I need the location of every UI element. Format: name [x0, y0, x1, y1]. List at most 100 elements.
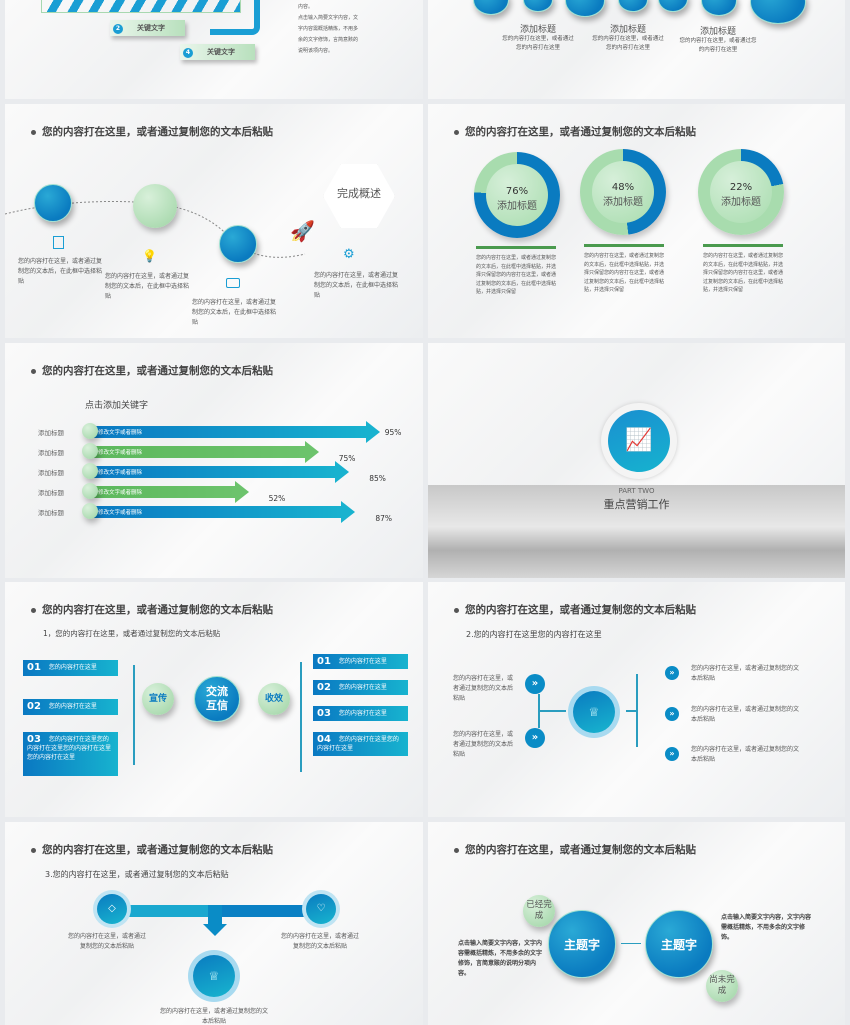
- left-text: 您的内容打在这里，或者通过复制您的文本后粘贴: [453, 731, 514, 758]
- slide-title: 您的内容打在这里，或者通过复制您的文本后粘贴: [31, 602, 273, 617]
- slide-title: 您的内容打在这里，或者通过复制您的文本后粘贴: [31, 363, 273, 378]
- arrow-down-icon: [203, 924, 227, 936]
- trophy-icon: ♕: [193, 955, 235, 997]
- slide-arrow-bars[interactable]: 您的内容打在这里，或者通过复制您的文本后粘贴 点击添加关键字 添加标题修改文字或…: [5, 343, 423, 578]
- slide-title: 您的内容打在这里，或者通过复制您的文本后粘贴: [31, 842, 273, 857]
- bar-start-dot: [82, 483, 98, 499]
- donut-chart: [580, 149, 666, 235]
- subtitle: 2.您的内容打在这里您的内容打在这里: [466, 630, 602, 639]
- node-left: 宣传: [142, 683, 174, 715]
- slide-keywords[interactable]: 2 关键文字 4 关键文字 内容。 点击输入简要文字内容，文字内容需概括精炼，不用多余…: [5, 0, 423, 99]
- percent: 48%: [611, 182, 635, 193]
- merge-arrow-left: [125, 905, 215, 917]
- bar-text: 修改文字或者删除: [98, 470, 143, 476]
- bar-start-dot: [82, 443, 98, 459]
- bar-start-dot: [82, 463, 98, 479]
- left-text: 点击输入简要文字内容，文字内容需概括精炼，不用多余的文字修饰，言简意赅的说明分项…: [458, 940, 543, 977]
- slide-title: 您的内容打在这里，或者通过复制您的文本后粘贴: [454, 602, 696, 617]
- item-title: 添加标题: [699, 27, 736, 37]
- trophy-icon: ♕: [573, 691, 615, 733]
- gear-icon: ⚙: [343, 247, 355, 262]
- topic-circle-2: 主题字: [645, 910, 713, 978]
- step-text: 您的内容打在这里，或者通过复制您的文本后，在此框中选择粘贴: [314, 272, 399, 299]
- item: 添加标题 您的内容打在这里，或者通过您的内容打在这里: [578, 22, 678, 53]
- slide-donuts[interactable]: 您的内容打在这里，或者通过复制您的文本后粘贴 76% 添加标题 48% 添加标题 2…: [428, 104, 845, 338]
- slide-exchange[interactable]: 您的内容打在这里，或者通过复制您的文本后粘贴 1，您的内容打在这里，或者通过复制…: [5, 582, 423, 817]
- donut-hole: [592, 161, 654, 223]
- slide-circle-titles[interactable]: 添加标题 您的内容打在这里，或者通过您的内容打在这里 添加标题 您的内容打在这里，或…: [428, 0, 845, 99]
- left-item-1: 01 您的内容打在这里: [23, 660, 118, 676]
- slide-timeline[interactable]: 您的内容打在这里，或者通过复制您的文本后粘贴 完成概述 🚀 💡 ⚙ 您的内容打在…: [5, 104, 423, 338]
- bar-category-label: 添加标题: [38, 429, 64, 437]
- donut-hole: [486, 164, 548, 226]
- right-item-1: 01 您的内容打在这里: [313, 654, 408, 669]
- slide-title: 您的内容打在这里，或者通过复制您的文本后粘贴: [454, 124, 696, 139]
- rocket-icon: 🚀: [290, 219, 315, 243]
- left-item-2: 02 您的内容打在这里: [23, 699, 118, 715]
- subtitle: 3.您的内容打在这里，或者通过复制您的文本后粘贴: [45, 870, 229, 879]
- runner-icon: [210, 0, 260, 35]
- node-right: 收效: [258, 683, 290, 715]
- bar-value-label: 52%: [268, 494, 286, 503]
- side-text: 内容。 点击输入简要文字内容，文字内容需概括精炼，不用多余的文字修饰，言简意赅的说…: [298, 2, 360, 57]
- bar-category-label: 添加标题: [38, 489, 64, 497]
- slide-title: 您的内容打在这里，或者通过复制您的文本后粘贴: [31, 124, 273, 139]
- topic-circle-1: 主题字: [548, 910, 616, 978]
- heart-icon: ♡: [306, 894, 336, 924]
- bar: 修改文字或者删除: [90, 501, 356, 523]
- divider: [476, 246, 556, 249]
- stripe-graphic: [41, 0, 241, 13]
- item-text: 您的内容打在这里，或者通过您的内容打在这里: [679, 38, 757, 53]
- label: 添加标题: [721, 197, 761, 208]
- left-text: 您的内容打在这里，或者通过复制您的文本后粘贴: [67, 933, 146, 950]
- bar: 修改文字或者删除: [90, 421, 380, 443]
- divider: [703, 244, 783, 247]
- bar-value-label: 87%: [375, 514, 393, 523]
- circle: [473, 0, 509, 15]
- right-item-3: 03 您的内容打在这里: [313, 706, 408, 721]
- bar-value-label: 85%: [369, 474, 386, 483]
- right-text: 点击输入简要文字内容，文字内容需概括精炼，不用多余的文字修饰。: [721, 914, 812, 941]
- item-title: 添加标题: [609, 25, 646, 35]
- donut-label: 48% 添加标题: [580, 152, 666, 208]
- right-item-4: 04 您的内容打在这里您的内容打在这里: [313, 732, 408, 756]
- bar: 修改文字或者删除: [90, 481, 249, 503]
- connector: [626, 710, 636, 712]
- slide-flow[interactable]: 您的内容打在这里，或者通过复制您的文本后粘贴 2.您的内容打在这里您的内容打在这…: [428, 582, 845, 817]
- bar-value-label: 95%: [384, 428, 402, 437]
- bar-category-label: 添加标题: [38, 469, 64, 477]
- timeline-node: [34, 184, 72, 222]
- connector: [636, 674, 638, 747]
- right-item-2: 02 您的内容打在这里: [313, 680, 408, 695]
- right-text: 您的内容打在这里，或者通过复制您的文本后粘贴: [280, 933, 359, 950]
- section-title: 重点营销工作: [603, 498, 670, 511]
- pending-badge: 尚未完成: [706, 970, 738, 1002]
- connector: [133, 665, 135, 765]
- document-icon: [53, 236, 64, 249]
- bar-value-label: 75%: [338, 454, 356, 463]
- slide-topics[interactable]: 您的内容打在这里，或者通过复制您的文本后粘贴 主题字 主题字 已经完成 尚未完成…: [428, 822, 845, 1025]
- circle: [523, 0, 553, 12]
- bar-start-dot: [82, 503, 98, 519]
- side-text-2: 点击输入简要文字内容，文字内容需概括精炼，不用多余的文字修饰，言简意赅的说明该项…: [298, 15, 359, 54]
- trophy-node: ♕: [568, 686, 620, 738]
- slide-section-part-two[interactable]: 📈 PART TWO 重点营销工作: [428, 343, 845, 578]
- item-title: 添加标题: [519, 25, 556, 35]
- slide-merge[interactable]: 您的内容打在这里，或者通过复制您的文本后粘贴 3.您的内容打在这里，或者通过复制…: [5, 822, 423, 1025]
- node-center: 交流互信: [194, 676, 240, 722]
- subtitle: 1，您的内容打在这里，或者通过复制您的文本后粘贴: [43, 629, 221, 638]
- circle: [618, 0, 648, 12]
- timeline-node: [133, 184, 177, 228]
- chart-heading: 点击添加关键字: [85, 401, 149, 411]
- hexagon-label: 完成概述: [337, 187, 381, 200]
- item-text: 您的内容打在这里，或者通过您的内容打在这里: [592, 36, 664, 51]
- done-badge: 已经完成: [523, 895, 555, 927]
- connector: [538, 710, 566, 712]
- chevron-icon: »: [665, 666, 679, 680]
- connector: [300, 662, 302, 772]
- badge: 2: [113, 24, 123, 34]
- timeline-node: [219, 225, 257, 263]
- hexagon: 完成概述: [323, 164, 395, 228]
- donut-chart: [698, 149, 784, 235]
- presentation-icon: 📈: [608, 410, 670, 472]
